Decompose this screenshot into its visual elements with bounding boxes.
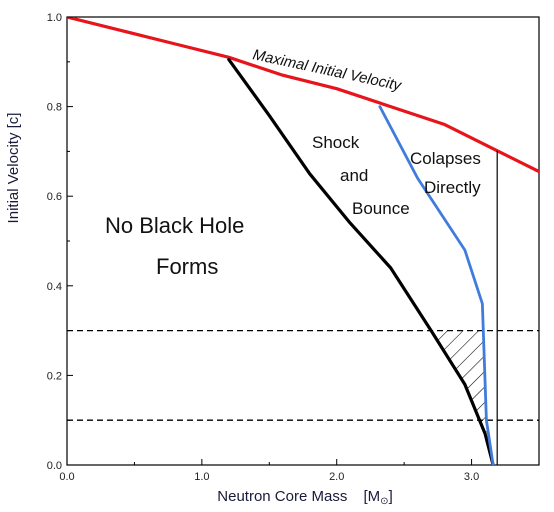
x-tick-label-1: 1.0: [194, 471, 209, 483]
label-bounce: Bounce: [352, 199, 410, 218]
y-tick-label-4: 0.8: [47, 102, 62, 114]
plot-area: [66, 16, 540, 466]
label-shock: Shock: [312, 133, 360, 152]
series-line-maximal-initial-velocity: [67, 17, 539, 174]
series-line-colapses-directly: [378, 105, 495, 465]
x-tick-label-0: 0.0: [59, 471, 74, 483]
x-tick-label-2: 2.0: [329, 471, 344, 483]
hatched-region: [431, 330, 494, 465]
x-axis-title-unit: [M: [364, 488, 381, 505]
y-axis-title: Initial Velocity [c]: [5, 113, 22, 224]
y-tick-label-3: 0.6: [47, 191, 62, 203]
series-line-shock-and-bounce: [227, 57, 495, 465]
x-tick-label-3: 3.0: [464, 471, 479, 483]
label-forms: Forms: [156, 254, 218, 279]
x-axis-title: Neutron Core Mass [M⊙]: [217, 488, 392, 507]
plot-frame: [66, 16, 540, 466]
label-no-black-hole: No Black Hole: [105, 213, 244, 238]
label-directly: Directly: [424, 178, 481, 197]
x-axis-title-unit-close: ]: [389, 488, 393, 505]
label-colapses: Colapses: [410, 149, 481, 168]
x-axis-title-unit-sub: ⊙: [380, 496, 388, 507]
y-tick-label-1: 0.2: [47, 370, 62, 382]
y-tick-label-0: 0.0: [47, 460, 62, 472]
y-tick-label-2: 0.4: [47, 281, 62, 293]
y-tick-label-5: 1.0: [47, 12, 62, 24]
label-and: and: [340, 166, 368, 185]
x-axis-title-main: Neutron Core Mass: [217, 488, 347, 505]
